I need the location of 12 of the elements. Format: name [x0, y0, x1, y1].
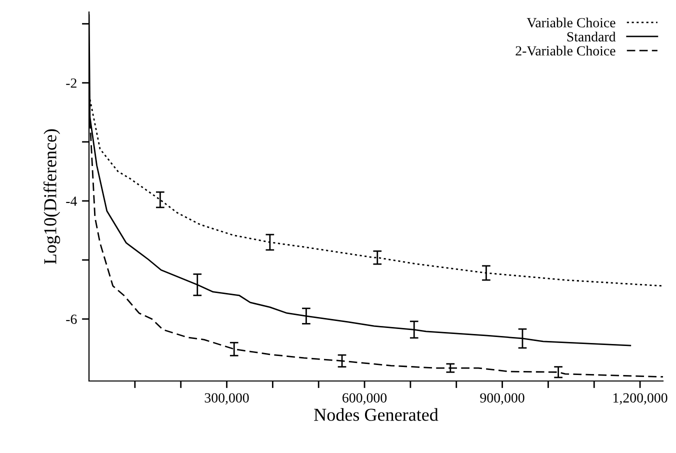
- y-tick-label: -2: [66, 78, 76, 88]
- x-tick-label: 900,000: [480, 393, 524, 405]
- legend-label: Standard: [567, 32, 616, 42]
- x-axis-title: Nodes Generated: [314, 408, 438, 421]
- y-tick-label: -6: [66, 314, 77, 324]
- legend-label: 2-Variable Choice: [516, 46, 616, 56]
- y-axis-title: Log10(Difference): [43, 129, 60, 264]
- x-tick-label: 1,200,000: [613, 393, 668, 405]
- y-tick-label: -4: [66, 196, 77, 206]
- x-tick-label: 300,000: [204, 393, 249, 405]
- legend-label: Variable Choice: [526, 18, 616, 28]
- x-tick-label: 600,000: [342, 393, 387, 405]
